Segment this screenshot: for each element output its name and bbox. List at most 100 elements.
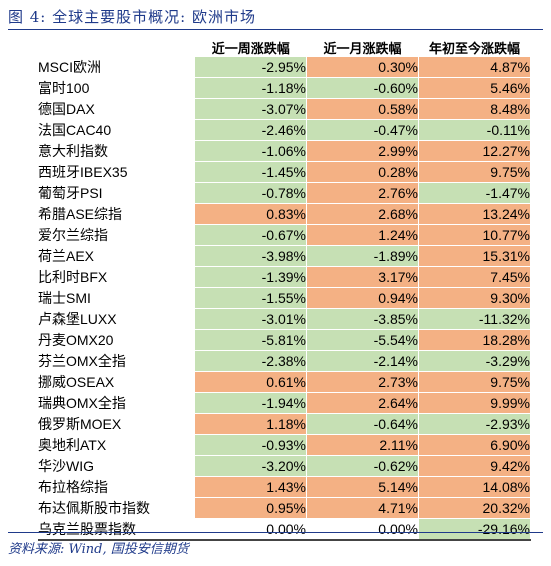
week-change-cell: 0.61% <box>195 371 307 393</box>
week-change-cell: 0.00% <box>195 518 307 541</box>
ytd-change-cell: 9.75% <box>418 371 531 393</box>
ytd-change-cell: -3.29% <box>418 350 531 372</box>
index-name-cell: 富时100 <box>38 80 90 96</box>
week-change-cell: -1.39% <box>195 266 307 288</box>
table-row: 丹麦OMX20 -5.81% -5.54% 18.28% <box>38 329 531 351</box>
index-name-cell: 挪威OSEAX <box>38 374 115 390</box>
week-change-cell: -3.07% <box>195 98 307 120</box>
index-name-cell: 丹麦OMX20 <box>38 332 114 348</box>
index-name-cell: 奥地利ATX <box>38 437 107 453</box>
month-change-cell: 0.28% <box>306 161 419 183</box>
ytd-change-cell: 18.28% <box>418 329 531 351</box>
table-row: 法国CAC40 -2.46% -0.47% -0.11% <box>38 119 531 141</box>
month-change-cell: 3.17% <box>306 266 419 288</box>
month-change-cell: 0.58% <box>306 98 419 120</box>
table-row: 西班牙IBEX35 -1.45% 0.28% 9.75% <box>38 161 531 183</box>
month-change-cell: 2.73% <box>306 371 419 393</box>
table-row: 希腊ASE综指 0.83% 2.68% 13.24% <box>38 203 531 225</box>
table-row: 葡萄牙PSI -0.78% 2.76% -1.47% <box>38 182 531 204</box>
table-row: 爱尔兰综指 -0.67% 1.24% 10.77% <box>38 224 531 246</box>
month-change-cell: 2.11% <box>306 434 419 456</box>
figure-title: 图 4: 全球主要股市概况: 欧洲市场 <box>8 8 256 26</box>
ytd-change-cell: -1.47% <box>418 182 531 204</box>
ytd-change-cell: 13.24% <box>418 203 531 225</box>
header-month: 近一月涨跌幅 <box>323 40 402 56</box>
month-change-cell: 2.64% <box>306 392 419 414</box>
week-change-cell: -1.94% <box>195 392 307 414</box>
index-name-cell: 芬兰OMX全指 <box>38 353 126 369</box>
month-change-cell: 2.76% <box>306 182 419 204</box>
table-row: 瑞典OMX全指 -1.94% 2.64% 9.99% <box>38 392 531 414</box>
header-index <box>38 37 195 57</box>
table-row: 比利时BFX -1.39% 3.17% 7.45% <box>38 266 531 288</box>
ytd-change-cell: 9.30% <box>418 287 531 309</box>
title-divider <box>8 29 543 30</box>
table-row: MSCI欧洲 -2.95% 0.30% 4.87% <box>38 57 531 78</box>
ytd-change-cell: 4.87% <box>418 57 531 78</box>
ytd-change-cell: 9.42% <box>418 455 531 477</box>
ytd-change-cell: 15.31% <box>418 245 531 267</box>
month-change-cell: -5.54% <box>306 329 419 351</box>
index-name-cell: 西班牙IBEX35 <box>38 164 128 180</box>
week-change-cell: -0.93% <box>195 434 307 456</box>
week-change-cell: -1.18% <box>195 77 307 99</box>
table-row: 芬兰OMX全指 -2.38% -2.14% -3.29% <box>38 350 531 372</box>
index-name-cell: 瑞典OMX全指 <box>38 395 126 411</box>
index-name-cell: 乌克兰股票指数 <box>38 518 195 541</box>
ytd-change-cell: -29.16% <box>418 518 531 541</box>
table-row: 华沙WIG -3.20% -0.62% 9.42% <box>38 455 531 477</box>
month-change-cell: 0.30% <box>306 57 419 78</box>
week-change-cell: 1.43% <box>195 476 307 498</box>
month-change-cell: -0.62% <box>306 455 419 477</box>
index-name-cell: 法国CAC40 <box>38 122 112 138</box>
week-change-cell: -0.78% <box>195 182 307 204</box>
index-name-cell: 布拉格综指 <box>38 479 108 495</box>
week-change-cell: -1.55% <box>195 287 307 309</box>
ytd-change-cell: -11.32% <box>418 308 531 330</box>
index-name-cell: 荷兰AEX <box>38 248 95 264</box>
ytd-change-cell: 12.27% <box>418 140 531 162</box>
ytd-change-cell: 14.08% <box>418 476 531 498</box>
week-change-cell: -3.01% <box>195 308 307 330</box>
source-divider <box>8 532 543 533</box>
index-name-cell: 意大利指数 <box>38 143 108 159</box>
month-change-cell: 4.71% <box>306 497 419 519</box>
table-row: 瑞士SMI -1.55% 0.94% 9.30% <box>38 287 531 309</box>
week-change-cell: -2.46% <box>195 119 307 141</box>
table-row: 奥地利ATX -0.93% 2.11% 6.90% <box>38 434 531 456</box>
ytd-change-cell: -0.11% <box>418 119 531 141</box>
ytd-change-cell: 10.77% <box>418 224 531 246</box>
index-name-cell: 德国DAX <box>38 101 95 117</box>
index-name-cell: 爱尔兰综指 <box>38 227 108 243</box>
week-change-cell: -0.67% <box>195 224 307 246</box>
index-name-cell: 卢森堡LUXX <box>38 311 117 327</box>
week-change-cell: -5.81% <box>195 329 307 351</box>
month-change-cell: 5.14% <box>306 476 419 498</box>
table-row: 荷兰AEX -3.98% -1.89% 15.31% <box>38 245 531 267</box>
index-name-cell: 希腊ASE综指 <box>38 206 123 222</box>
month-change-cell: -0.47% <box>306 119 419 141</box>
source-note: 资料来源: Wind, 国投安信期货 <box>8 542 189 557</box>
month-change-cell: -3.85% <box>306 308 419 330</box>
month-change-cell: 1.24% <box>306 224 419 246</box>
month-change-cell: -0.60% <box>306 77 419 99</box>
table-row: 俄罗斯MOEX 1.18% -0.64% -2.93% <box>38 413 531 435</box>
week-change-cell: -2.38% <box>195 350 307 372</box>
index-name-cell: 俄罗斯MOEX <box>38 416 122 432</box>
index-name-cell: 瑞士SMI <box>38 290 91 306</box>
table-row: 布达佩斯股市指数 0.95% 4.71% 20.32% <box>38 497 531 519</box>
week-change-cell: -1.06% <box>195 140 307 162</box>
month-change-cell: 0.94% <box>306 287 419 309</box>
week-change-cell: 1.18% <box>195 413 307 435</box>
month-change-cell: 2.99% <box>306 140 419 162</box>
table-row: 意大利指数 -1.06% 2.99% 12.27% <box>38 140 531 162</box>
table-row: 富时100 -1.18% -0.60% 5.46% <box>38 77 531 99</box>
month-change-cell: -0.64% <box>306 413 419 435</box>
week-change-cell: -2.95% <box>195 57 307 78</box>
week-change-cell: -3.98% <box>195 245 307 267</box>
week-change-cell: -1.45% <box>195 161 307 183</box>
table-row: 布拉格综指 1.43% 5.14% 14.08% <box>38 476 531 498</box>
index-name-cell: 葡萄牙PSI <box>38 185 103 201</box>
ytd-change-cell: 7.45% <box>418 266 531 288</box>
week-change-cell: 0.83% <box>195 203 307 225</box>
